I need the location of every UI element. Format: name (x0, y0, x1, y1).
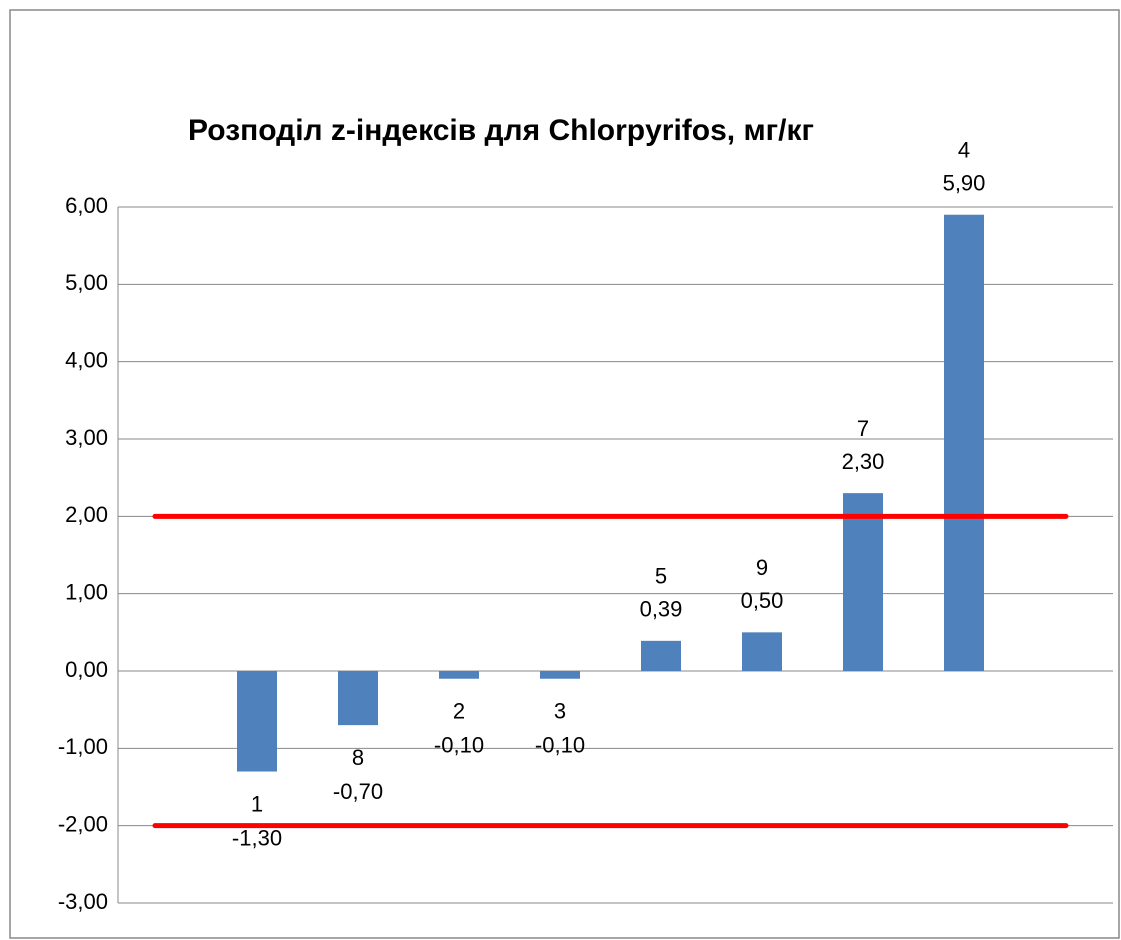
y-tick-label: 5,00 (65, 270, 108, 295)
y-tick-label: 4,00 (65, 347, 108, 372)
bar (439, 671, 479, 679)
category-label: 7 (857, 416, 869, 441)
category-label: 5 (655, 564, 667, 589)
data-label: 5,90 (943, 171, 986, 196)
category-label: 3 (554, 699, 566, 724)
data-label: -0,70 (333, 779, 383, 804)
data-label: 0,50 (741, 588, 784, 613)
y-tick-label: 0,00 (65, 657, 108, 682)
y-tick-label: 6,00 (65, 193, 108, 218)
y-tick-label: 3,00 (65, 425, 108, 450)
bar (338, 671, 378, 726)
data-label: -0,10 (434, 733, 484, 758)
chart-title: Розподіл z-індексів для Chlorpyrifos, мг… (188, 114, 814, 147)
data-label: 0,39 (640, 597, 683, 622)
bar (237, 671, 277, 772)
bar (742, 632, 782, 671)
category-label: 8 (352, 745, 364, 770)
category-label: 9 (756, 555, 768, 580)
bar (540, 671, 580, 679)
chart-border (9, 9, 1120, 939)
category-label: 2 (453, 699, 465, 724)
bar (641, 640, 681, 671)
category-label: 1 (251, 791, 263, 816)
data-label: 2,30 (842, 449, 885, 474)
data-label: -0,10 (535, 733, 585, 758)
y-tick-label: -3,00 (58, 889, 108, 914)
y-tick-label: -1,00 (58, 734, 108, 759)
y-tick-label: 2,00 (65, 502, 108, 527)
bar (843, 493, 883, 671)
category-label: 4 (958, 138, 970, 163)
y-tick-label: -2,00 (58, 811, 108, 836)
y-tick-label: 1,00 (65, 579, 108, 604)
bar (944, 214, 984, 671)
data-label: -1,30 (232, 825, 282, 850)
